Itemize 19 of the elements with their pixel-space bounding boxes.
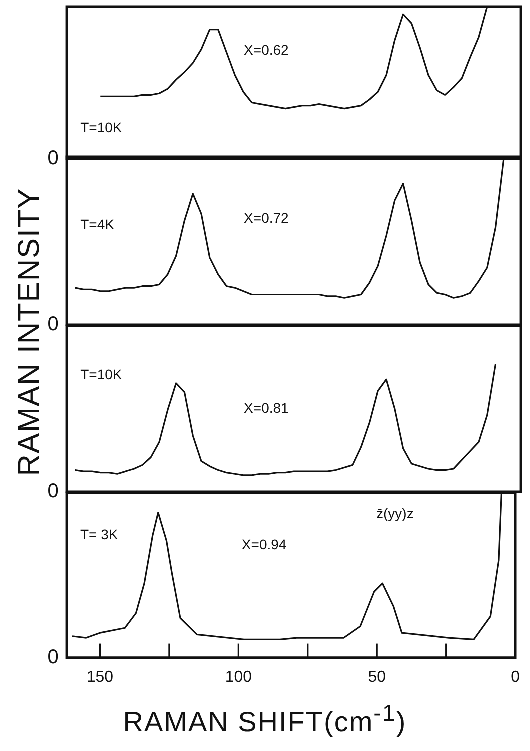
annotation: T=10K xyxy=(80,119,123,136)
annotation: T=10K xyxy=(80,366,123,383)
text: 0 xyxy=(48,480,59,503)
annotation: X=0.81 xyxy=(244,400,290,416)
annotation: z̄(yy)z xyxy=(376,505,414,522)
y-axis-title: RAMAN INTENSITY xyxy=(13,186,47,478)
annotation: X=0.94 xyxy=(242,536,287,553)
annotation: T=4K xyxy=(80,216,116,233)
x-tick-label: 0 xyxy=(511,668,520,686)
x-tick-label: 150 xyxy=(86,668,114,686)
annotation: T= 3K xyxy=(80,526,119,543)
annotation: X=0.72 xyxy=(244,210,290,226)
x-tick-label: 50 xyxy=(368,668,386,686)
annotation: X=0.62 xyxy=(244,42,290,58)
text: 0 xyxy=(48,646,59,668)
text: 0 xyxy=(48,148,59,170)
text: 0 xyxy=(48,314,59,336)
x-axis-title: RAMAN SHIFT(cm$^{-1}$) xyxy=(122,700,408,738)
x-tick-label: 100 xyxy=(225,668,252,686)
